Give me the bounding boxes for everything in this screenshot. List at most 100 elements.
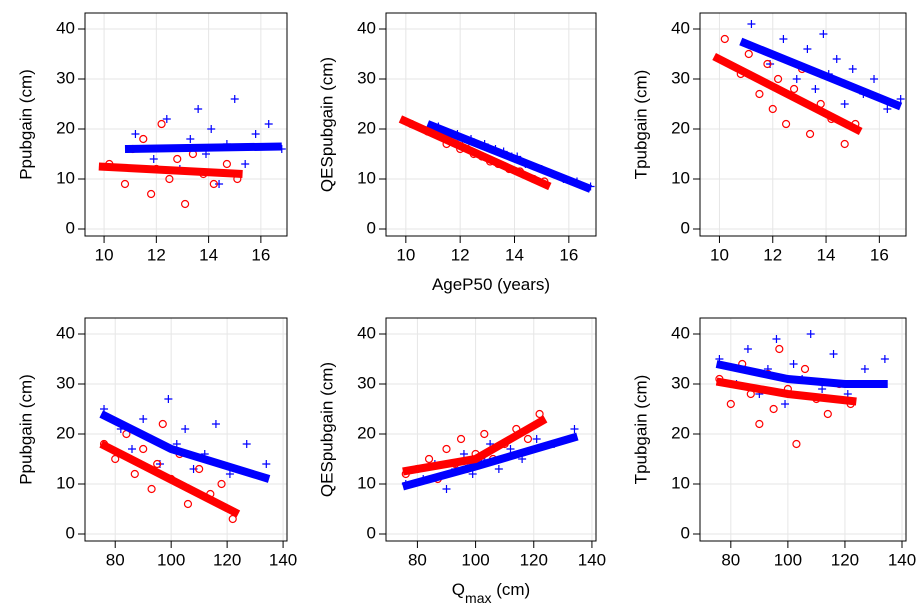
point — [162, 115, 171, 123]
y-tick-label: 10 — [357, 168, 376, 187]
point — [781, 119, 791, 129]
point — [442, 485, 451, 493]
y-tick-label: 20 — [671, 118, 690, 137]
point — [130, 469, 139, 479]
point — [128, 445, 137, 453]
y-tick-label: 10 — [671, 473, 690, 492]
plot-frame — [699, 12, 907, 237]
point — [264, 120, 273, 128]
point — [792, 439, 801, 449]
point — [532, 435, 541, 443]
point — [570, 425, 579, 433]
point — [131, 130, 140, 138]
point — [186, 135, 195, 143]
panel: 0 10 20 30 40 10 12 14 16 QESpubgain (cm) AgeP50 (… — [317, 12, 597, 294]
y-tick-label: 0 — [367, 523, 376, 542]
point — [781, 400, 790, 408]
y-tick-label: 20 — [671, 423, 690, 442]
y-axis-label: Ppubgain (cm) — [16, 374, 35, 485]
x-axis-label-part: max — [465, 590, 491, 606]
point — [806, 330, 815, 338]
plot-frame — [84, 12, 288, 237]
point — [840, 139, 849, 149]
point — [768, 104, 777, 114]
y-axis-label: Ppubgain (cm) — [16, 69, 35, 180]
x-tick-label: 10 — [710, 245, 729, 264]
plot-frame — [84, 317, 288, 542]
x-axis-label-part: Q — [452, 580, 465, 599]
point — [147, 484, 156, 494]
y-axis-label: Tpubgain (cm) — [631, 70, 650, 180]
y-tick-label: 30 — [56, 68, 75, 87]
point — [480, 429, 489, 439]
x-tick-label: 16 — [559, 245, 578, 264]
point — [222, 159, 231, 169]
x-axis-label: Qmax (cm) — [452, 580, 530, 605]
point — [832, 55, 841, 63]
y-tick-label: 10 — [56, 168, 75, 187]
y-tick-label: 40 — [357, 18, 376, 37]
point — [792, 75, 801, 83]
point — [819, 30, 828, 38]
y-tick-label: 30 — [357, 68, 376, 87]
point — [880, 355, 889, 363]
y-axis-label: Tpubgain (cm) — [631, 375, 650, 485]
point — [755, 419, 764, 429]
y-tick-label: 30 — [357, 373, 376, 392]
panel: 0 10 20 30 40 80 100 120 140 QESpubgain (cm) Qmax … — [317, 317, 606, 606]
x-tick-label: 100 — [461, 550, 489, 569]
fit-band — [426, 120, 593, 193]
point — [211, 420, 220, 428]
panel: 0 10 20 30 40 80 100 120 140 Ppubgain (cm) — [16, 317, 297, 569]
y-tick-label: 20 — [56, 423, 75, 442]
point — [747, 20, 756, 28]
point — [180, 199, 190, 209]
y-tick-label: 40 — [357, 323, 376, 342]
x-tick-label: 12 — [763, 245, 782, 264]
point — [726, 399, 735, 409]
point — [743, 345, 752, 353]
point — [840, 100, 849, 108]
point — [442, 444, 451, 454]
point — [775, 344, 784, 354]
y-tick-label: 30 — [671, 373, 690, 392]
fit-band — [398, 115, 552, 191]
y-tick-label: 40 — [56, 323, 75, 342]
x-tick-label: 12 — [451, 245, 470, 264]
point — [870, 75, 879, 83]
point — [789, 360, 798, 368]
panel: 0 10 20 30 40 10 12 14 16 Ppubgain (cm) — [16, 12, 288, 264]
y-axis-label: QESpubgain (cm) — [317, 57, 336, 192]
point — [241, 160, 250, 168]
point — [183, 499, 193, 509]
point — [818, 385, 827, 393]
point — [147, 189, 156, 199]
x-tick-label: 16 — [251, 245, 270, 264]
point — [744, 49, 753, 59]
panel: 0 10 20 30 40 10 12 14 16 Tpubgain (cm) — [631, 12, 907, 264]
point — [194, 105, 203, 113]
point — [456, 434, 466, 444]
point — [769, 404, 778, 414]
point — [139, 134, 148, 144]
point — [896, 95, 905, 103]
point — [149, 155, 158, 163]
y-tick-label: 0 — [66, 523, 75, 542]
panel: 0 10 20 30 40 80 100 120 140 Tpubgain (cm) — [631, 317, 916, 569]
point — [157, 119, 166, 129]
x-tick-label: 100 — [774, 550, 802, 569]
fit-band — [739, 37, 903, 111]
x-tick-label: 80 — [721, 550, 740, 569]
point — [242, 440, 251, 448]
plot-frame — [699, 317, 907, 542]
point — [209, 179, 218, 189]
y-tick-label: 20 — [357, 118, 376, 137]
point — [139, 415, 148, 423]
y-tick-label: 30 — [56, 373, 75, 392]
point — [165, 174, 174, 184]
y-tick-label: 10 — [56, 473, 75, 492]
x-tick-label: 120 — [520, 550, 548, 569]
y-tick-label: 30 — [671, 68, 690, 87]
y-tick-label: 10 — [357, 473, 376, 492]
